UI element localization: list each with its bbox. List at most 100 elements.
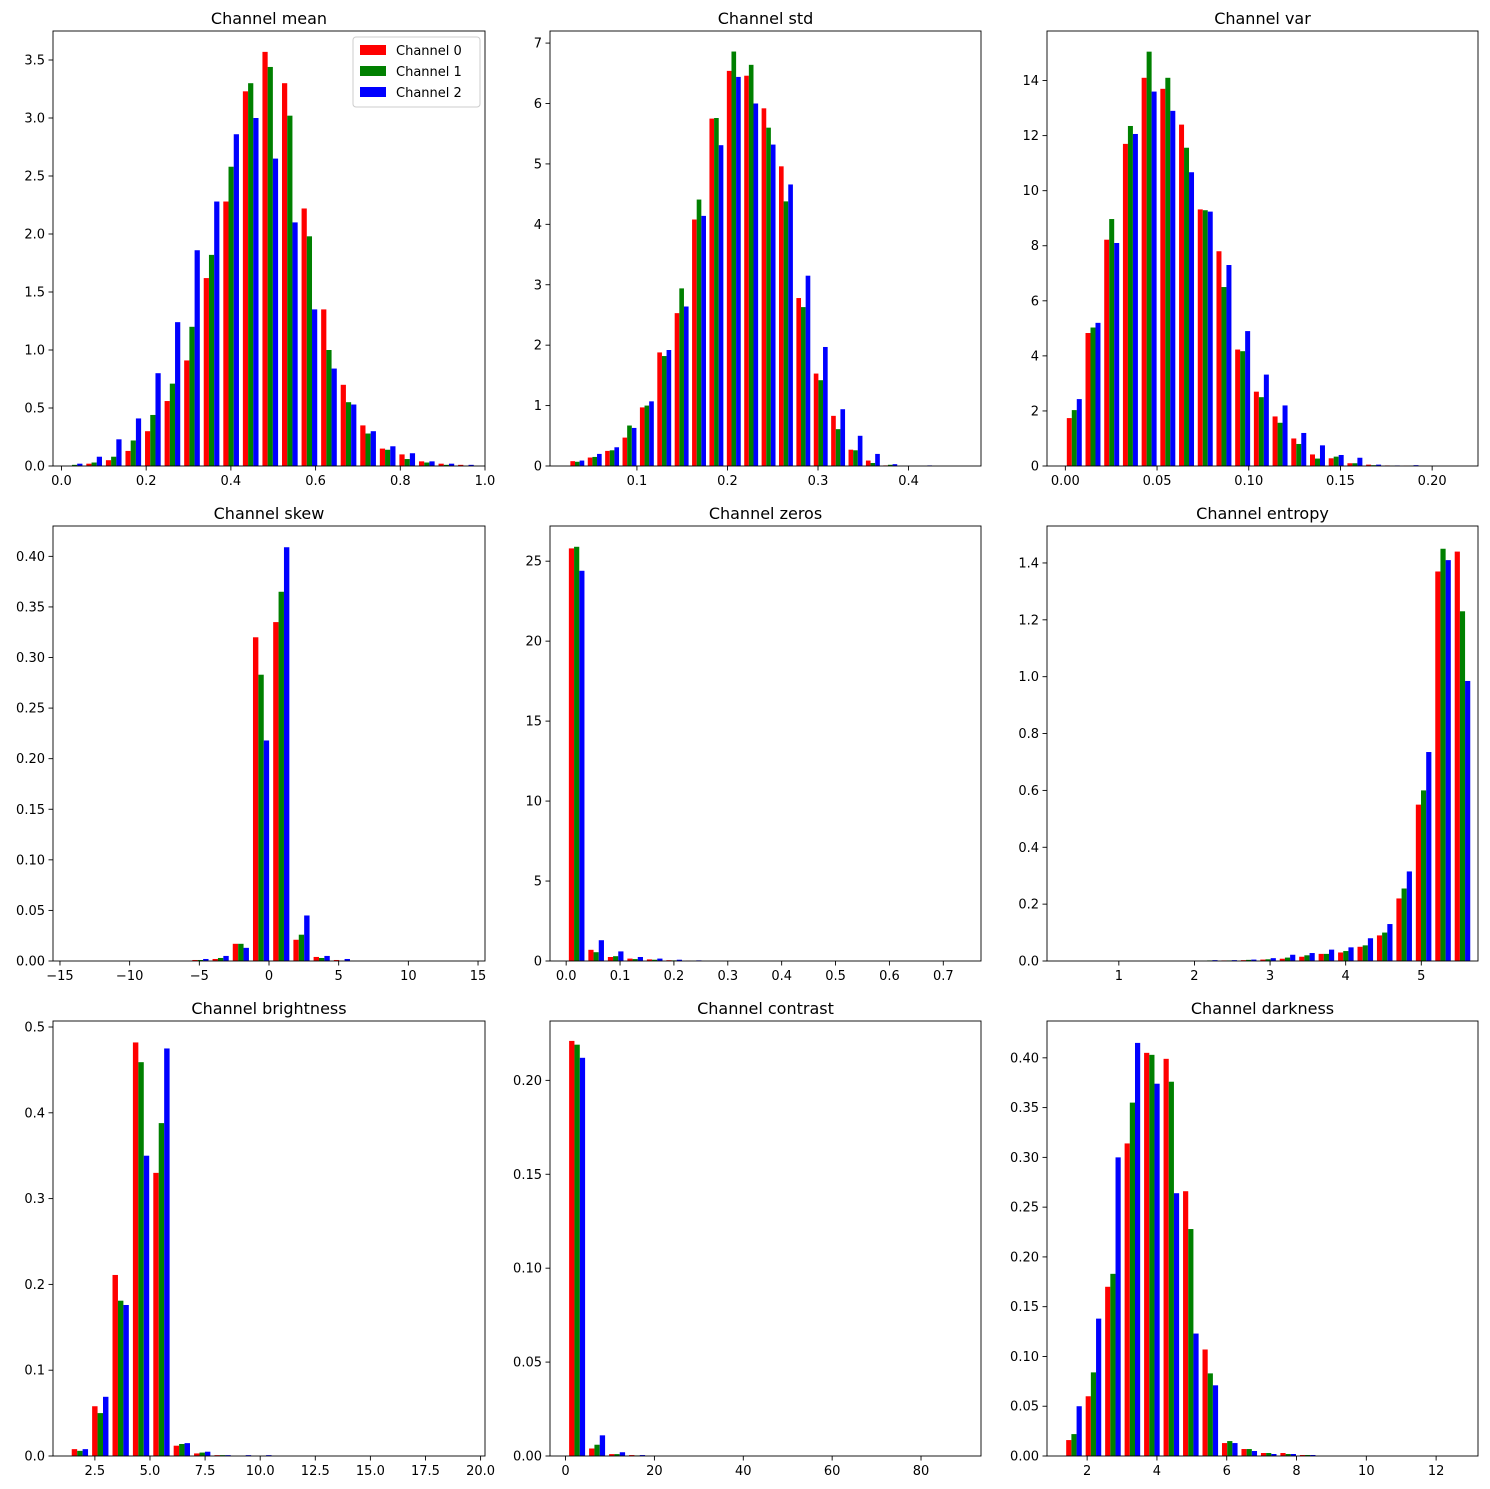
bar [1445,560,1451,961]
legend-label: Channel 2 [396,86,462,101]
x-tick-label: 0.3 [717,969,738,984]
bar [77,1450,83,1456]
bar [1246,1449,1252,1456]
bar [263,740,270,961]
bar [1193,1333,1199,1456]
bar [1246,959,1252,961]
bar [1251,1451,1258,1456]
bar [135,418,142,466]
bar [1357,946,1363,961]
bar [748,64,754,466]
bar [1290,1454,1296,1456]
bar [138,1062,144,1456]
bar [1168,1081,1174,1456]
axes-frame [1046,525,1479,962]
bar [1235,349,1241,466]
x-tick-label: 1.0 [475,474,496,489]
y-tick-label: 0.4 [1018,841,1039,856]
bar [105,460,112,466]
bar [1232,1443,1238,1456]
bar [637,957,643,961]
bar [1310,1455,1316,1456]
bar [273,622,279,961]
bar [1132,133,1138,466]
bar [1338,454,1344,466]
bar [1323,953,1329,961]
bar [1366,464,1372,466]
y-tick-label: 1.0 [1018,670,1039,685]
bar [1189,172,1195,467]
y-tick-label: 0.5 [24,1021,45,1036]
bar [649,401,654,466]
bar [313,956,319,961]
bar [1179,124,1185,467]
bar [169,383,176,466]
bar [813,373,819,466]
y-tick-label: 0.05 [16,904,45,919]
bar [1115,1157,1121,1456]
x-tick-label: 0.2 [717,474,738,489]
y-tick-label: 0.0 [24,460,45,475]
bar [613,956,619,961]
x-tick-label: 0.8 [390,474,411,489]
bar [875,453,880,466]
bar [204,1451,211,1456]
bar [92,1406,98,1456]
y-tick-label: 0.10 [16,853,45,868]
bar [801,307,806,466]
y-tick-label: 0 [534,460,542,475]
subplot-title: Channel zeros [709,504,822,523]
bar [770,144,776,466]
bar [1280,1453,1286,1456]
bar [1387,924,1393,961]
bar [111,456,117,466]
bar [287,115,293,467]
y-tick-label: 0.35 [16,600,45,615]
bar [605,450,610,466]
bar [1066,1440,1072,1456]
bar [321,309,327,466]
bar [594,1444,600,1456]
bar [587,457,593,466]
x-tick-label: 0.5 [825,969,846,984]
bar [1265,959,1271,961]
bar [1207,211,1213,466]
bar [632,959,638,961]
x-tick-label: 0.4 [221,474,242,489]
bar [404,459,410,466]
bar [399,454,405,466]
bar [208,254,215,466]
bar [857,435,863,466]
bar [145,431,151,466]
y-tick-label: 6 [534,97,542,112]
bar [1266,1453,1272,1456]
bar [1301,432,1307,466]
bar [1245,331,1251,466]
bar [607,957,614,961]
y-tick-label: 25 [525,555,542,570]
x-tick-label: 5 [1417,969,1425,984]
bar [1216,251,1222,466]
bar [192,959,198,961]
bar [333,959,340,961]
bar [77,463,83,466]
bar [1290,954,1296,961]
y-tick-label: 10 [525,795,542,810]
bar [778,166,784,466]
bar [1435,571,1441,961]
y-tick-label: 0.1 [24,1364,45,1379]
bar [390,446,396,466]
x-tick-label: 12 [1428,1464,1445,1479]
bar [1319,445,1325,466]
bar [248,83,254,466]
bar [418,461,425,466]
bar [1202,210,1208,466]
subplot-title: Channel darkness [1191,999,1334,1018]
x-tick-label: 4 [1342,969,1350,984]
subplot-title: Channel mean [211,9,327,28]
bar [570,461,576,466]
bar [228,166,234,466]
bar [1454,551,1460,961]
y-tick-label: 0 [1031,460,1039,475]
x-tick-label: 5.0 [140,1464,161,1479]
